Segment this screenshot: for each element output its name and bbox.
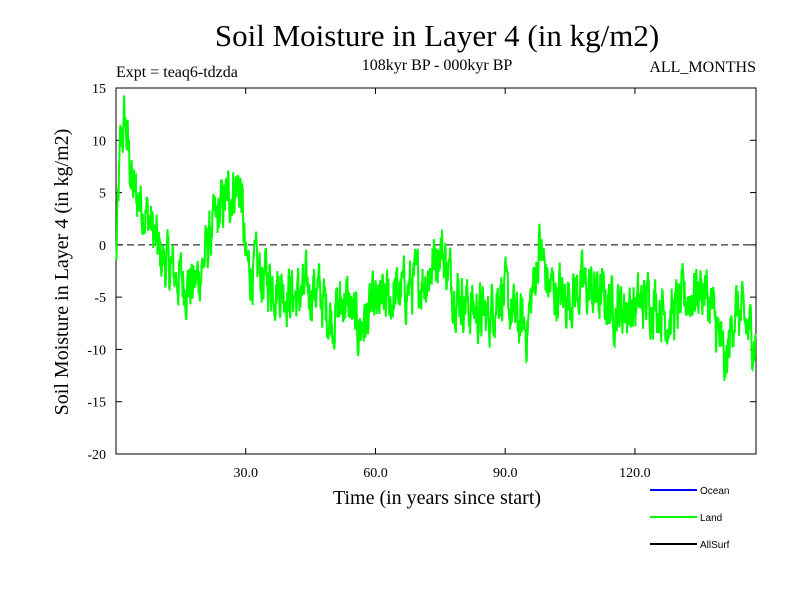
x-tick-label: 120.0 <box>619 466 651 481</box>
y-tick-label: 15 <box>92 82 106 97</box>
y-tick-label: -20 <box>87 448 106 463</box>
y-tick-label: -15 <box>87 396 106 411</box>
y-tick-label: -10 <box>87 343 106 358</box>
y-axis-label: Soil Moisture in Layer 4 (in kg/m2) <box>51 129 73 416</box>
y-tick-label: -5 <box>94 291 106 306</box>
period-label: ALL_MONTHS <box>649 59 756 76</box>
x-tick-label: 30.0 <box>233 466 258 481</box>
chart-title: Soil Moisture in Layer 4 (in kg/m2) <box>215 18 659 53</box>
y-axis-ticks: 15 10 5 0 -5 -10 -15 -20 <box>87 82 756 463</box>
y-tick-label: 0 <box>99 239 106 254</box>
x-tick-label: 60.0 <box>363 466 388 481</box>
x-tick-label: 90.0 <box>493 466 518 481</box>
x-axis-ticks: 30.0 60.0 90.0 120.0 <box>233 88 651 481</box>
legend: Ocean Land AllSurf <box>650 486 730 551</box>
x-axis-label: Time (in years since start) <box>333 487 541 509</box>
legend-land-label: Land <box>700 513 722 524</box>
legend-allsurf-label: AllSurf <box>700 540 730 551</box>
y-tick-label: 5 <box>99 187 106 202</box>
experiment-label: Expt = teaq6-tdzda <box>116 64 238 81</box>
y-tick-label: 10 <box>92 134 106 149</box>
series-land-line <box>115 95 757 381</box>
chart-subtitle: 108kyr BP - 000kyr BP <box>362 57 513 74</box>
plot-area: 15 10 5 0 -5 -10 -15 -20 30.0 60.0 90.0 120.0 <box>87 82 757 481</box>
legend-ocean-label: Ocean <box>700 486 729 497</box>
plot-frame <box>115 87 757 455</box>
